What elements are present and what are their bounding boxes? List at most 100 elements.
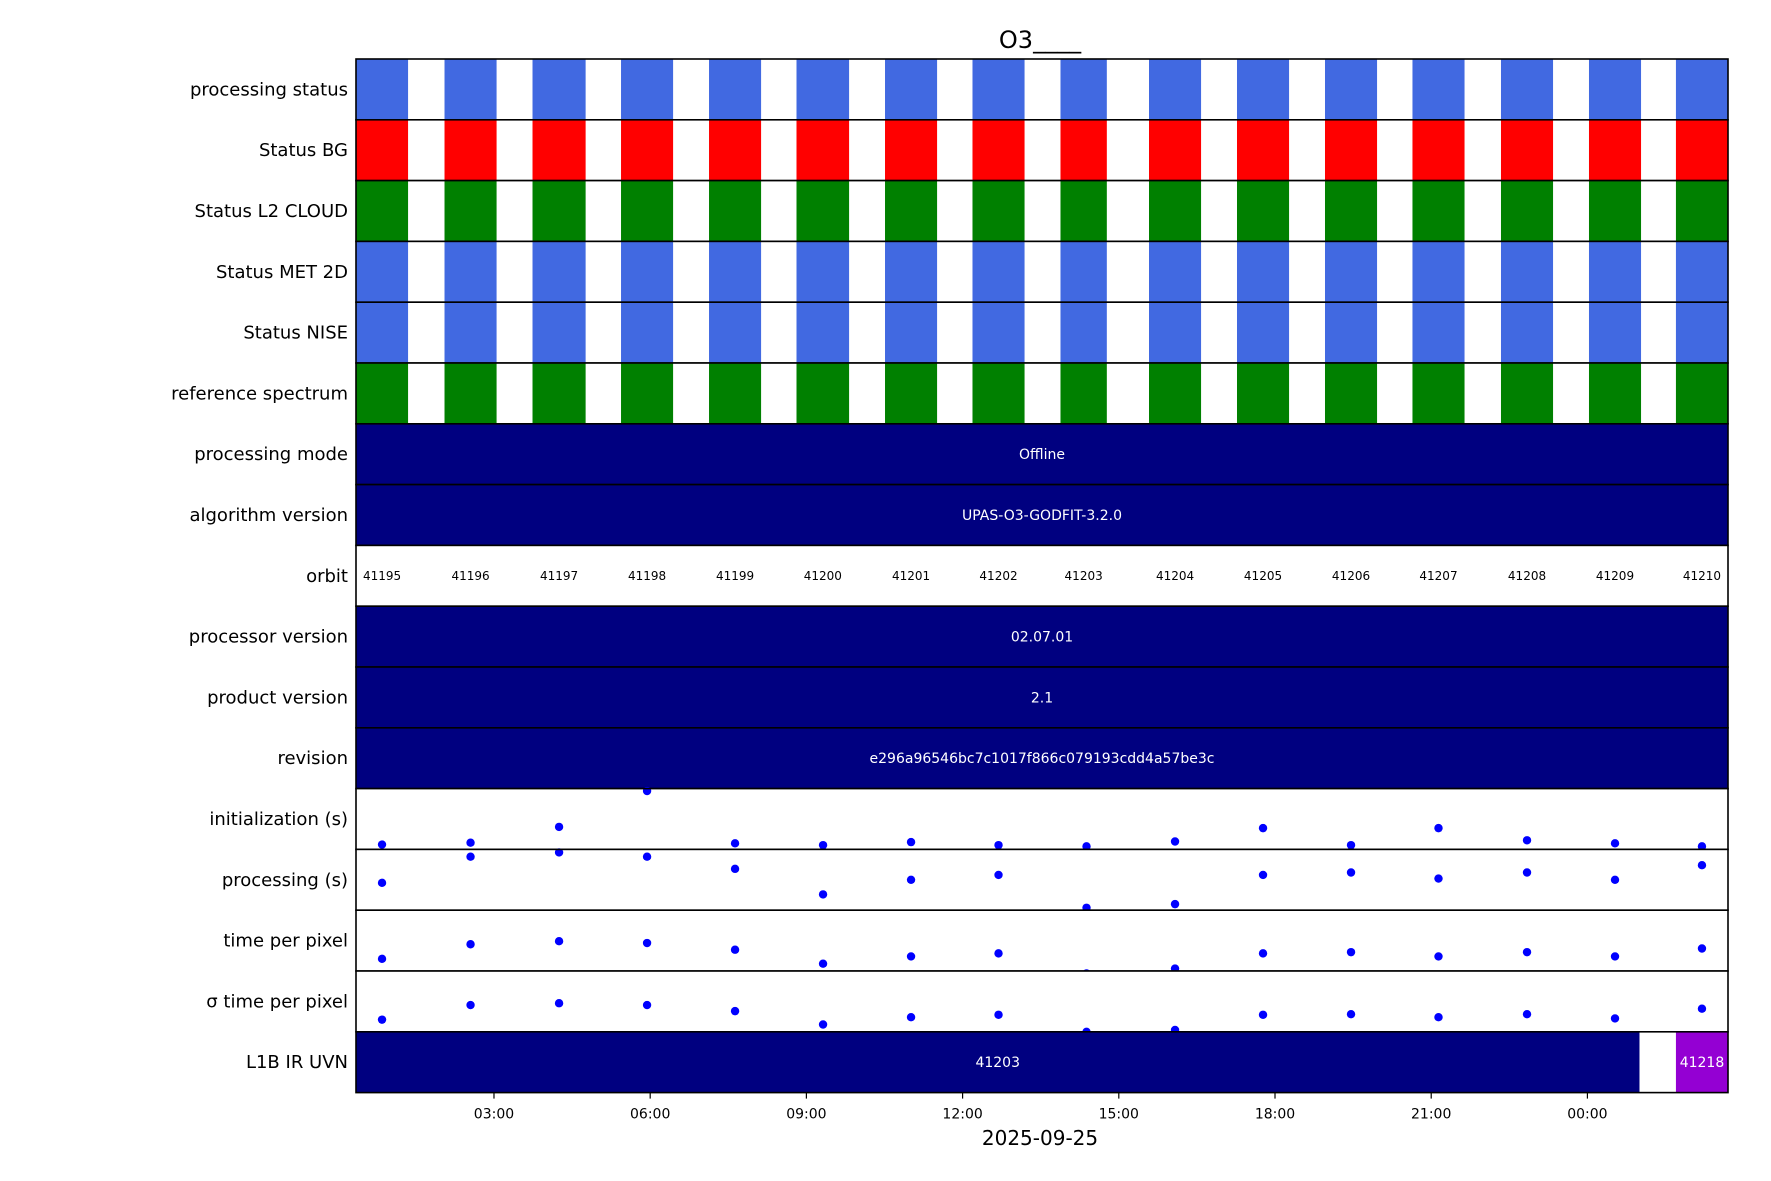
- data-point: [906, 1013, 916, 1022]
- data-point: [730, 839, 740, 848]
- data-point: [642, 1000, 652, 1010]
- x-tick-label: 12:00: [942, 1107, 982, 1123]
- status-block: [1060, 119, 1107, 181]
- row-label: initialization (s): [209, 809, 348, 830]
- status-block: [1324, 363, 1378, 424]
- row-border: [355, 1031, 1729, 1094]
- data-point: [1258, 823, 1268, 833]
- orbit-number: 41205: [1244, 569, 1282, 583]
- row-label: processing mode: [194, 444, 348, 465]
- status-block: [444, 180, 497, 242]
- status-block: [1588, 363, 1642, 424]
- data-point: [554, 999, 564, 1008]
- x-tick-label: 18:00: [1255, 1107, 1295, 1123]
- row-background: [356, 788, 1728, 850]
- data-point: [1170, 837, 1180, 846]
- status-block: [885, 241, 938, 303]
- data-point: [818, 840, 828, 850]
- row-3: Status MET 2D: [216, 240, 1729, 303]
- orbit-number: 41202: [979, 569, 1017, 583]
- data-point: [1522, 947, 1532, 957]
- status-block: [1324, 119, 1378, 181]
- data-point: [1434, 823, 1443, 833]
- status-block: [1588, 119, 1642, 181]
- row-label: algorithm version: [189, 505, 348, 526]
- status-block: [1675, 59, 1728, 120]
- status-block: [621, 302, 674, 363]
- data-point: [1697, 944, 1707, 953]
- data-point: [554, 822, 564, 832]
- x-tick-label: 09:00: [786, 1107, 826, 1123]
- status-block: [621, 241, 674, 303]
- status-block: [444, 59, 497, 120]
- row-label: orbit: [306, 566, 348, 587]
- data-point: [1610, 839, 1620, 848]
- status-block: [709, 241, 762, 303]
- data-point: [1258, 949, 1268, 958]
- data-point: [1522, 868, 1532, 877]
- x-tick-label: 21:00: [1411, 1107, 1451, 1123]
- status-block: [1236, 241, 1290, 303]
- status-block: [709, 363, 762, 424]
- data-point: [1434, 1013, 1443, 1022]
- data-point: [1082, 842, 1091, 851]
- status-block: [1412, 180, 1465, 242]
- band-label: Offline: [1019, 447, 1065, 463]
- data-point: [1346, 1009, 1356, 1019]
- status-block: [796, 180, 850, 242]
- row-15: σ time per pixel: [206, 970, 1729, 1037]
- status-block: [1149, 119, 1202, 181]
- status-block: [1412, 302, 1465, 363]
- orbit-number: 41201: [892, 569, 930, 583]
- orbit-number: 41199: [716, 569, 754, 583]
- row-label: processor version: [189, 627, 348, 648]
- status-block: [1675, 363, 1728, 424]
- row-14: time per pixel: [223, 909, 1729, 978]
- data-point: [906, 875, 916, 884]
- orbit-number: 41195: [363, 569, 401, 583]
- row-label: time per pixel: [223, 931, 348, 952]
- row-label: σ time per pixel: [206, 991, 348, 1012]
- row-9: 02.07.01 processor version: [189, 605, 1729, 668]
- status-block: [885, 302, 938, 363]
- row-7: UPAS-O3-GODFIT-3.2.0 algorithm version: [189, 483, 1729, 547]
- x-tick-label: 03:00: [474, 1107, 514, 1123]
- status-block: [356, 302, 409, 363]
- data-point: [1346, 868, 1356, 877]
- status-block: [621, 119, 674, 181]
- row-11: e296a96546bc7c1017f866c079193cdd4a57be3c…: [277, 726, 1729, 790]
- status-block: [885, 59, 938, 120]
- row-10: 2.1 product version: [207, 666, 1729, 729]
- data-point: [642, 938, 652, 948]
- band-segment: [356, 606, 1728, 667]
- row-label: product version: [207, 687, 348, 708]
- row-label: processing (s): [222, 870, 348, 891]
- status-block: [1500, 302, 1554, 363]
- chart-title: O3____: [999, 26, 1082, 54]
- orbit-number: 41197: [540, 569, 578, 583]
- data-point: [906, 837, 916, 847]
- status-block: [532, 302, 586, 363]
- row-1: Status BG: [259, 119, 1729, 182]
- status-block: [356, 241, 409, 303]
- band-label: 41203: [975, 1055, 1020, 1071]
- data-point: [730, 864, 740, 874]
- orbit-number: 41196: [451, 569, 489, 583]
- data-point: [818, 1020, 828, 1029]
- status-block: [1236, 119, 1290, 181]
- data-point: [466, 852, 475, 861]
- status-block: [1412, 363, 1465, 424]
- status-block: [444, 119, 497, 181]
- data-point: [554, 937, 564, 946]
- status-block: [1060, 59, 1107, 120]
- row-label: revision: [277, 748, 348, 769]
- data-point: [1346, 840, 1356, 850]
- status-block: [1675, 302, 1728, 363]
- status-block: [1588, 59, 1642, 120]
- status-block: [1149, 302, 1202, 363]
- status-block: [972, 302, 1025, 363]
- data-point: [818, 890, 828, 899]
- band-segment: [356, 1031, 1640, 1093]
